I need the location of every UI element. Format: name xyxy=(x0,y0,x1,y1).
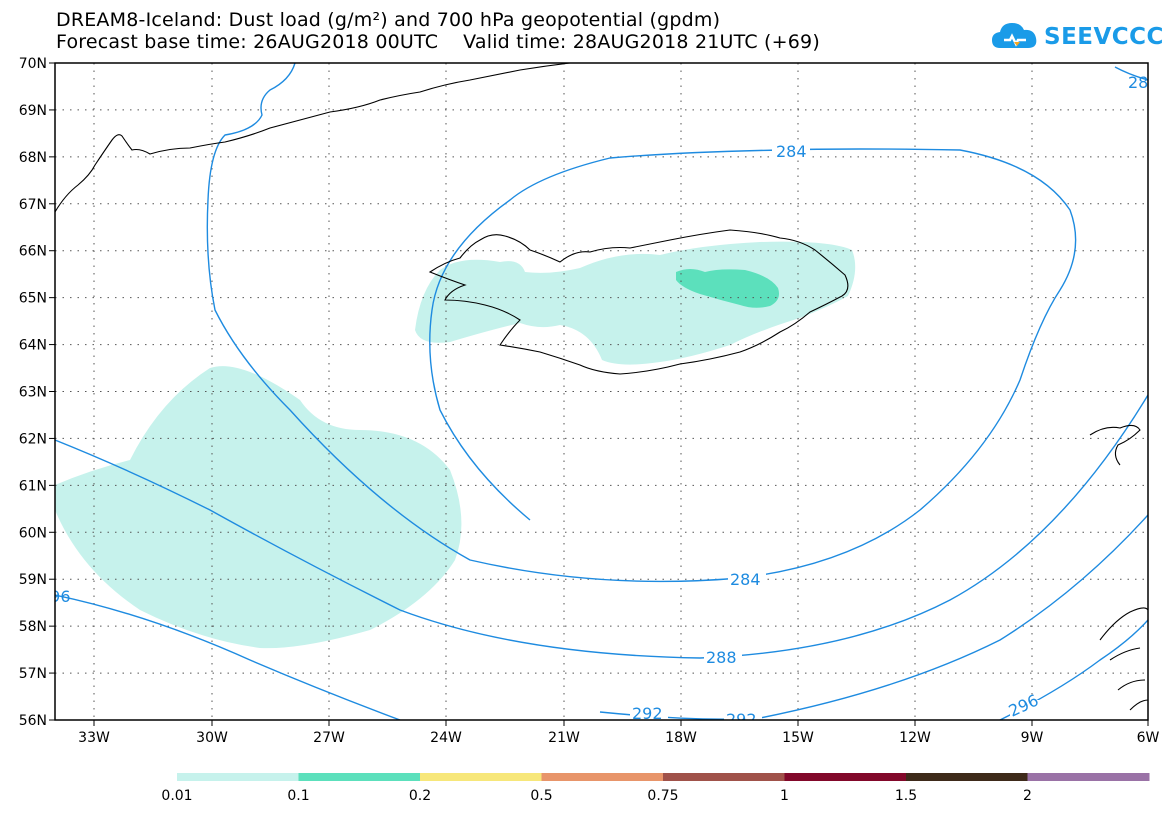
lon-label: 30W xyxy=(196,730,228,746)
colorbar-swatch xyxy=(1027,773,1150,781)
lat-label: 67N xyxy=(19,197,47,213)
lon-label: 12W xyxy=(899,730,931,746)
lat-label: 59N xyxy=(19,572,47,588)
colorbar-label: 0.1 xyxy=(287,788,309,804)
contour-label-292-right: 292 xyxy=(726,710,757,729)
lat-label: 65N xyxy=(19,291,47,307)
lat-label: 68N xyxy=(19,150,47,166)
longitude-labels: 33W 30W 27W 24W 21W 18W 15W 12W 9W 6W xyxy=(78,730,1159,746)
lat-label: 70N xyxy=(19,56,47,72)
lon-label: 9W xyxy=(1021,730,1044,746)
lat-label: 64N xyxy=(19,338,47,354)
colorbar-labels: 0.01 0.1 0.2 0.5 0.75 1 1.5 2 xyxy=(161,788,1032,804)
colorbar-swatch xyxy=(663,773,785,781)
greenland-coast xyxy=(55,63,571,213)
colorbar-swatch xyxy=(541,773,664,781)
lat-label: 63N xyxy=(19,385,47,401)
map-subtitle: Forecast base time: 26AUG2018 00UTC Vali… xyxy=(56,32,820,52)
scotland-coast xyxy=(1099,607,1148,711)
seevccc-logo: SEEVCCC xyxy=(990,18,1163,58)
contour-label-28-top-right: 28 xyxy=(1128,73,1148,92)
lat-label: 61N xyxy=(19,478,47,494)
coastlines xyxy=(55,63,1148,711)
colorbar-swatch xyxy=(177,773,299,781)
lon-label: 18W xyxy=(665,730,697,746)
contour-label-284-bottom: 284 xyxy=(730,570,761,589)
colorbar-swatch xyxy=(906,773,1028,781)
contour-label-284-top: 284 xyxy=(776,142,807,161)
dust-area-southwest xyxy=(55,366,462,649)
valid-time: Valid time: 28AUG2018 21UTC (+69) xyxy=(463,31,820,53)
colorbar-label: 2 xyxy=(1023,788,1032,804)
colorbar-label: 0.75 xyxy=(647,788,678,804)
colorbar-swatch xyxy=(298,773,421,781)
geopotential-contours xyxy=(55,63,1148,720)
axis-ticks xyxy=(49,62,1149,726)
graticule-grid xyxy=(55,63,1148,720)
colorbar-label: 0.01 xyxy=(161,788,192,804)
lon-label: 27W xyxy=(313,730,345,746)
colorbar-label: 1.5 xyxy=(895,788,917,804)
colorbar-label: 0.2 xyxy=(409,788,431,804)
cloud-icon xyxy=(992,23,1037,48)
colorbar xyxy=(177,773,1150,781)
lat-label: 69N xyxy=(19,103,47,119)
contour-label-288: 288 xyxy=(706,648,737,667)
lat-label: 60N xyxy=(19,525,47,541)
forecast-base-time: Forecast base time: 26AUG2018 00UTC xyxy=(56,31,439,53)
iceland-coast xyxy=(428,229,849,375)
lat-label: 66N xyxy=(19,244,47,260)
logo-text: SEEVCCC xyxy=(1044,24,1164,50)
contour-label-296-left: 296 xyxy=(40,587,71,606)
colorbar-swatch xyxy=(420,773,542,781)
lat-label: 58N xyxy=(19,619,47,635)
colorbar-label: 0.5 xyxy=(530,788,552,804)
colorbar-swatch xyxy=(784,773,907,781)
faroe-norway-coast-east xyxy=(1089,424,1141,466)
lon-label: 33W xyxy=(78,730,110,746)
lon-label: 6W xyxy=(1137,730,1160,746)
lon-label: 24W xyxy=(430,730,462,746)
latitude-labels: 70N 69N 68N 67N 66N 65N 64N 63N 62N 61N 60N 59N 58N 5… xyxy=(19,56,47,729)
contour-292b xyxy=(599,514,1148,720)
contour-288 xyxy=(55,394,1148,659)
dust-area-iceland-light xyxy=(415,241,856,365)
contour-284 xyxy=(206,63,1077,583)
lon-label: 15W xyxy=(782,730,814,746)
colorbar-label: 1 xyxy=(780,788,789,804)
lon-label: 21W xyxy=(548,730,580,746)
lat-label: 57N xyxy=(19,666,47,682)
lat-label: 56N xyxy=(19,713,47,729)
lat-label: 62N xyxy=(19,431,47,447)
map-title: DREAM8-Iceland: Dust load (g/m²) and 700… xyxy=(56,9,721,31)
contour-28-top-right xyxy=(1114,66,1148,81)
contour-292 xyxy=(55,594,401,720)
contour-label-292-left: 292 xyxy=(632,704,663,723)
